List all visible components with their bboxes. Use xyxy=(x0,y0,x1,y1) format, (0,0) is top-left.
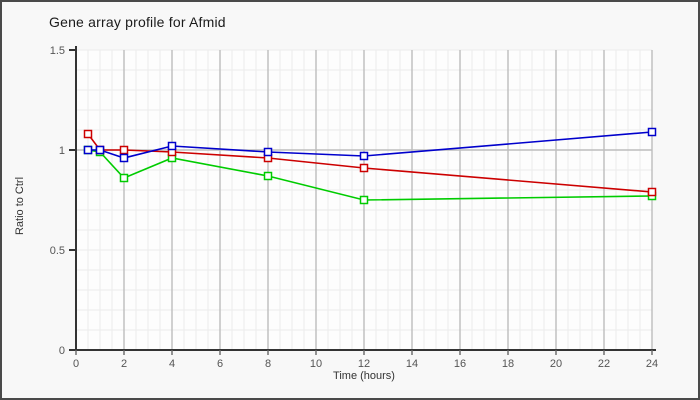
series-blue-marker xyxy=(83,145,93,155)
x-tick-label: 0 xyxy=(73,358,79,370)
series-blue-marker xyxy=(647,127,657,137)
y-tick-label: 1.5 xyxy=(50,45,65,57)
series-red-marker xyxy=(119,145,129,155)
x-tick-label: 10 xyxy=(310,358,322,370)
series-blue-marker xyxy=(95,145,105,155)
series-blue-marker xyxy=(167,141,177,151)
x-tick-label: 14 xyxy=(406,358,418,370)
x-tick-label: 20 xyxy=(550,358,562,370)
series-green-marker xyxy=(359,195,369,205)
tick-labels: 00.511.50 2 4 6 8 10 12 14 16 18 20 22 24 xyxy=(50,45,658,370)
series-red-marker xyxy=(83,129,93,139)
series-red-marker xyxy=(647,187,657,197)
x-tick-label: 22 xyxy=(598,358,610,370)
series-green-marker xyxy=(119,173,129,183)
series-blue-marker xyxy=(359,151,369,161)
y-axis-label: Ratio to Ctrl xyxy=(14,176,26,236)
series-green-marker xyxy=(263,171,273,181)
x-axis-label: Time (hours) xyxy=(333,370,395,382)
series-blue-marker xyxy=(119,153,129,163)
x-tick-label: 2 xyxy=(121,358,127,370)
y-tick-label: 1 xyxy=(59,145,65,157)
series-blue-marker xyxy=(263,147,273,157)
x-tick-label: 12 xyxy=(358,358,370,370)
chart-title: Gene array profile for Afmid xyxy=(49,14,226,30)
x-tick-label: 8 xyxy=(265,358,271,370)
y-tick-label: 0.5 xyxy=(50,245,65,257)
x-tick-label: 24 xyxy=(646,358,658,370)
series-red-marker xyxy=(359,163,369,173)
y-tick-label: 0 xyxy=(59,345,65,357)
series-blue xyxy=(83,127,657,163)
x-tick-label: 6 xyxy=(217,358,223,370)
x-tick-label: 16 xyxy=(454,358,466,370)
x-tick-label: 18 xyxy=(502,358,514,370)
x-tick-label: 4 xyxy=(169,358,175,370)
